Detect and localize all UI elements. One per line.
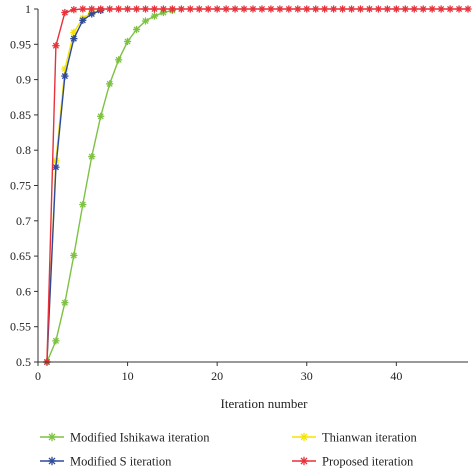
- legend-marker: [299, 432, 309, 442]
- data-point: [186, 5, 194, 13]
- y-tick-label: 0.85: [10, 108, 31, 122]
- y-tick-label: 0.7: [16, 214, 31, 228]
- data-point: [312, 5, 320, 13]
- data-point: [392, 5, 400, 13]
- data-point: [168, 5, 176, 13]
- data-point: [70, 6, 78, 14]
- data-point: [231, 5, 239, 13]
- data-point: [150, 12, 159, 20]
- data-point: [285, 5, 293, 13]
- data-point: [52, 337, 60, 345]
- data-point: [141, 5, 150, 13]
- data-point: [240, 5, 248, 13]
- data-point: [150, 5, 159, 13]
- legend-marker: [47, 432, 57, 442]
- data-point: [61, 299, 69, 307]
- data-point: [338, 5, 347, 13]
- data-point: [79, 16, 87, 24]
- legend-marker: [299, 456, 309, 466]
- y-tick-label: 0.75: [10, 179, 31, 193]
- data-point: [356, 5, 365, 13]
- y-tick-label: 0.9: [16, 73, 31, 87]
- data-point: [123, 37, 132, 46]
- data-point: [428, 5, 436, 13]
- data-point: [52, 42, 60, 50]
- data-point: [97, 5, 105, 13]
- data-point: [79, 5, 87, 13]
- y-tick-label: 0.6: [16, 284, 31, 298]
- data-point: [410, 5, 418, 13]
- data-point: [52, 163, 60, 171]
- data-point: [132, 5, 141, 13]
- data-point: [61, 8, 69, 17]
- legend-item-proposed-iteration: Proposed iteration: [292, 455, 414, 469]
- series-modified-ishikawa-iteration: [43, 6, 176, 366]
- data-point: [213, 5, 221, 13]
- legend-item-modified-ishikawa-iteration: Modified Ishikawa iteration: [40, 431, 210, 445]
- data-point: [79, 200, 87, 209]
- series-line: [46, 8, 468, 363]
- data-point: [446, 5, 454, 13]
- plot-area: [43, 5, 472, 366]
- y-tick-label: 0.5: [16, 355, 31, 369]
- data-point: [347, 5, 356, 13]
- data-point: [123, 5, 132, 13]
- data-point: [401, 5, 409, 13]
- x-tick-label: 10: [122, 369, 134, 383]
- data-point: [303, 5, 311, 13]
- legend-label: Proposed iteration: [322, 455, 414, 469]
- data-point: [276, 5, 284, 13]
- legend-marker: [47, 456, 57, 466]
- series-proposed-iteration: [43, 5, 472, 366]
- y-tick-label: 0.55: [10, 320, 31, 334]
- data-point: [464, 5, 472, 13]
- data-point: [141, 17, 150, 25]
- data-point: [115, 56, 123, 64]
- data-point: [249, 5, 257, 13]
- data-point: [88, 5, 96, 13]
- data-point: [419, 5, 427, 13]
- legend-label: Modified Ishikawa iteration: [70, 431, 210, 445]
- data-point: [70, 35, 78, 43]
- data-point: [132, 25, 141, 34]
- legend: Modified Ishikawa iteration Thianwan iter…: [40, 431, 418, 469]
- legend-label: Thianwan iteration: [322, 431, 418, 445]
- data-point: [330, 5, 338, 13]
- data-point: [267, 5, 275, 13]
- data-point: [365, 5, 374, 13]
- data-point: [88, 152, 96, 161]
- y-tick-label: 0.95: [10, 37, 31, 51]
- data-point: [204, 5, 212, 13]
- data-point: [258, 5, 266, 13]
- data-point: [177, 5, 185, 13]
- legend-item-modified-s-iteration: Modified S iteration: [40, 455, 172, 469]
- data-point: [374, 5, 383, 13]
- data-point: [455, 5, 463, 13]
- data-point: [222, 5, 230, 13]
- data-point: [106, 80, 114, 88]
- data-point: [70, 251, 78, 259]
- y-tick-label: 1: [25, 2, 31, 16]
- y-tick-label: 0.8: [16, 143, 31, 157]
- x-tick-label: 40: [390, 369, 402, 383]
- data-point: [159, 5, 168, 13]
- data-point: [97, 112, 105, 120]
- data-point: [61, 72, 69, 80]
- y-tick-label: 0.65: [10, 249, 31, 263]
- x-tick-label: 20: [211, 369, 223, 383]
- data-point: [383, 5, 391, 13]
- x-axis-title: Iteration number: [221, 396, 309, 411]
- data-point: [437, 5, 445, 13]
- data-point: [106, 5, 114, 13]
- data-point: [195, 5, 203, 13]
- data-point: [115, 5, 123, 13]
- data-point: [294, 5, 302, 13]
- data-point: [321, 5, 329, 13]
- x-tick-label: 30: [301, 369, 313, 383]
- legend-item-thianwan-iteration: Thianwan iteration: [292, 431, 418, 445]
- x-tick-label: 0: [35, 369, 41, 383]
- legend-label: Modified S iteration: [70, 455, 172, 469]
